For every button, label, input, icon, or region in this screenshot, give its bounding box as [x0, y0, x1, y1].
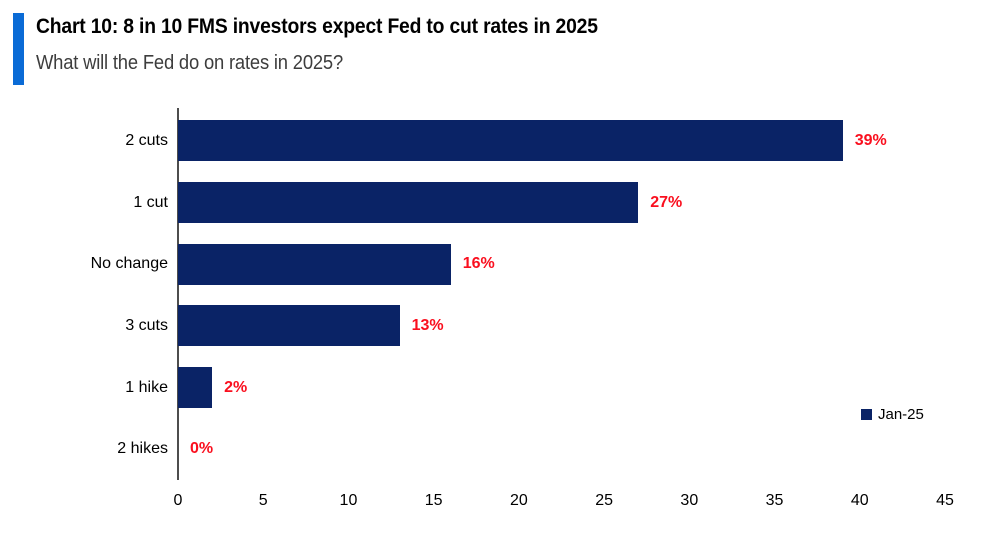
- value-label-2-cuts: 39%: [854, 131, 887, 149]
- legend: Jan-25: [861, 406, 924, 423]
- value-label-1-hike: 2%: [224, 378, 248, 396]
- x-tick-label-35: 35: [765, 492, 784, 509]
- x-tick-label-25: 25: [595, 492, 614, 509]
- value-label-no-change: 16%: [462, 255, 495, 273]
- category-label-1-cut: 1 cut: [133, 193, 168, 211]
- chart-title: Chart 10: 8 in 10 FMS investors expect F…: [36, 15, 598, 38]
- category-label-2-cuts: 2 cuts: [125, 131, 168, 149]
- bar-no-change: [178, 243, 451, 285]
- category-label-no-change: No change: [90, 255, 168, 273]
- x-tick-label-40: 40: [850, 492, 869, 509]
- bar-1-hike: [178, 367, 213, 409]
- x-tick-label-10: 10: [339, 492, 358, 509]
- category-label-3-cuts: 3 cuts: [125, 316, 168, 334]
- value-label-3-cuts: 13%: [411, 316, 444, 334]
- legend-swatch: [861, 409, 872, 420]
- x-tick-label-15: 15: [424, 492, 443, 509]
- x-tick-label-30: 30: [680, 492, 699, 509]
- bar-2-cuts: [178, 120, 843, 162]
- value-label-2-hikes: 0%: [190, 440, 214, 458]
- category-label-1-hike: 1 hike: [125, 378, 168, 396]
- bar-1-cut: [178, 182, 639, 224]
- bar-3-cuts: [178, 305, 400, 347]
- chart-subtitle: What will the Fed do on rates in 2025?: [36, 52, 344, 74]
- legend-label: Jan-25: [878, 406, 924, 423]
- x-tick-label-45: 45: [936, 492, 954, 509]
- category-label-2-hikes: 2 hikes: [117, 440, 168, 458]
- x-tick-label-0: 0: [173, 492, 183, 509]
- y-axis-line: [177, 108, 179, 480]
- x-tick-label-20: 20: [509, 492, 528, 509]
- accent-bar: [13, 13, 24, 85]
- x-tick-label-5: 5: [258, 492, 268, 509]
- value-label-1-cut: 27%: [650, 193, 683, 211]
